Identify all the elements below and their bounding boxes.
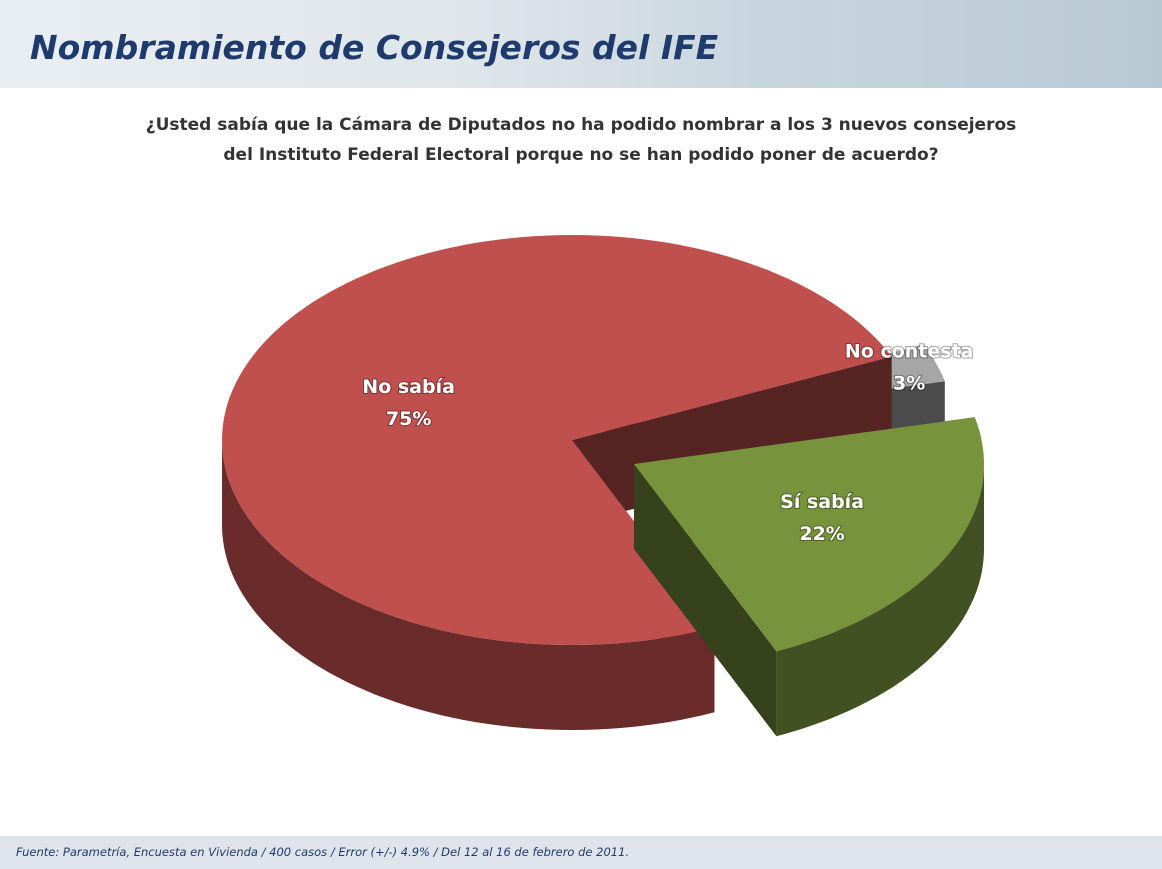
value-label: 3% xyxy=(893,372,925,394)
slice-label: No sabía xyxy=(362,376,455,398)
slice-label: No contesta xyxy=(845,340,974,362)
footer: Fuente: Parametría, Encuesta en Vivienda… xyxy=(0,836,1162,869)
chart: No sabía 75% No contesta 3% Sí sabía 22% xyxy=(0,0,1162,869)
slide: Nombramiento de Consejeros del IFE ¿Uste… xyxy=(0,0,1162,869)
source-note: Fuente: Parametría, Encuesta en Vivienda… xyxy=(16,845,629,859)
value-label: 22% xyxy=(799,523,844,545)
value-label: 75% xyxy=(386,408,431,430)
slice-label: Sí sabía xyxy=(780,491,864,513)
